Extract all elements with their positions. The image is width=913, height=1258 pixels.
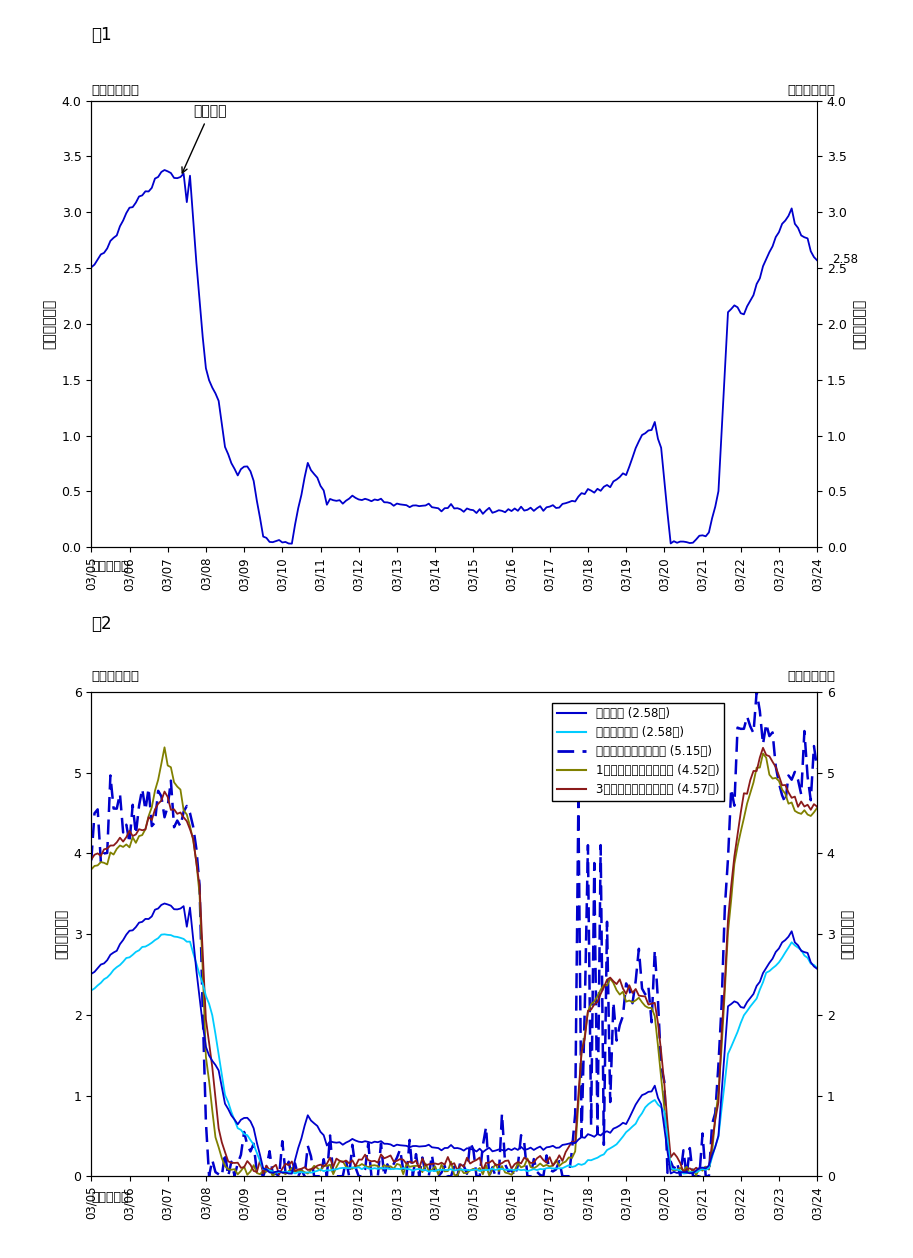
Text: 圖2: 圖2 <box>91 615 112 633</box>
Text: 期末數字。: 期末數字。 <box>91 560 129 572</box>
Text: 2.58: 2.58 <box>832 253 857 265</box>
Text: 年利率（厘）: 年利率（厘） <box>91 671 140 683</box>
Legend: 綜合利率 (2.58厘), 加權存款利率 (2.58厘), 隔夜香港銀行同業拆息 (5.15厘), 1個月香港銀行同業拆息 (4.52厘), 3個月香港銀行同業: 綜合利率 (2.58厘), 加權存款利率 (2.58厘), 隔夜香港銀行同業拆息… <box>552 703 724 800</box>
Text: 綜合利率: 綜合利率 <box>182 104 226 174</box>
Y-axis label: 年利率（厘）: 年利率（厘） <box>54 910 68 959</box>
Text: 圖1: 圖1 <box>91 26 112 44</box>
Text: 年利率（厘）: 年利率（厘） <box>787 671 835 683</box>
Text: 年利率（厘）: 年利率（厘） <box>787 84 835 97</box>
Y-axis label: 年利率（厘）: 年利率（厘） <box>42 299 56 348</box>
Y-axis label: 年利率（厘）: 年利率（厘） <box>853 299 866 348</box>
Text: 年利率（厘）: 年利率（厘） <box>91 84 140 97</box>
Y-axis label: 年利率（厘）: 年利率（厘） <box>840 910 855 959</box>
Text: 期末數字。: 期末數字。 <box>91 1191 129 1204</box>
